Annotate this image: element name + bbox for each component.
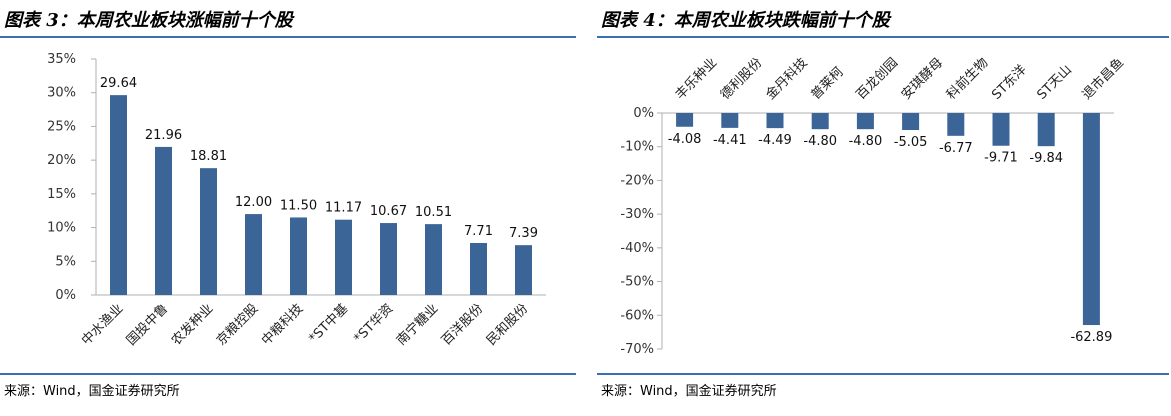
chart-panel-gainers: 图表 3：本周农业板块涨幅前十个股 0% 5% 10% 15% 20% 25% 30% 35%… (0, 0, 578, 416)
x-tick-label: 京粮控股 (214, 301, 261, 348)
figure-title: 图表 3：本周农业板块涨幅前十个股 (4, 10, 293, 31)
bar (811, 113, 829, 130)
x-tick-label: 百洋股份 (439, 301, 486, 348)
y-tick-label: 25% (47, 119, 76, 134)
data-label: -4.08 (668, 132, 702, 147)
figure-title: 图表 4：本周农业板块跌幅前十个股 (601, 10, 890, 31)
bottom-rule (0, 373, 576, 375)
x-tick-label: 普莱柯 (808, 65, 846, 103)
y-tick-label: 5% (55, 254, 76, 269)
top-rule (597, 36, 1169, 38)
data-label: 10.67 (370, 204, 407, 219)
y-tick-label: 20% (47, 153, 76, 168)
data-label: -9.84 (1029, 151, 1063, 166)
source-note: 来源：Wind，国金证券研究所 (601, 384, 777, 399)
data-label: -62.89 (1070, 330, 1112, 345)
bar (245, 214, 262, 295)
data-label: -4.49 (758, 133, 792, 148)
bar (425, 224, 442, 295)
bottom-rule (597, 373, 1169, 375)
x-tick-label: 丰乐种业 (673, 55, 720, 102)
bar (335, 219, 352, 295)
x-tick-label: 百龙创园 (854, 55, 901, 102)
bar (290, 217, 307, 295)
x-tick-label: 中水渔业 (79, 301, 126, 348)
bar (992, 113, 1010, 146)
x-tick-label: 中粮科技 (259, 301, 306, 348)
data-label: 21.96 (145, 128, 182, 143)
data-label: 7.71 (464, 224, 493, 239)
gainers-bar-chart: 0% 5% 10% 15% 20% 25% 30% 35% 29.64 中水渔业 21.96 国投中鲁… (47, 52, 546, 349)
bar (515, 245, 532, 295)
x-tick-label: 南宁糖业 (393, 301, 441, 349)
bar (676, 113, 694, 127)
x-tick-label: 安琪酵母 (899, 55, 946, 102)
x-tick-label: *ST中基 (306, 301, 351, 346)
bar (947, 113, 965, 136)
data-label: -4.80 (849, 134, 883, 149)
y-tick-label: -20% (620, 173, 654, 188)
x-tick-label: 民和股份 (484, 301, 531, 348)
bar (721, 113, 739, 128)
x-tick-label: 退市昌鱼 (1079, 55, 1127, 103)
y-tick-label: 0% (55, 288, 76, 303)
data-label: 10.51 (415, 205, 452, 220)
x-tick-label: *ST华资 (351, 301, 396, 346)
bar (902, 113, 920, 131)
losers-bar-chart: 0% -10% -20% -30% -40% -50% -60% -70% -4.08 丰乐种业 -… (620, 55, 1127, 357)
x-tick-label: 科前生物 (943, 55, 991, 103)
x-tick-label: 德利股份 (718, 55, 765, 102)
data-label: -4.80 (803, 134, 837, 149)
y-tick-label: -70% (620, 342, 654, 357)
chart-panel-losers: 图表 4：本周农业板块跌幅前十个股 0% -10% -20% -30% -40% -50%… (597, 0, 1171, 416)
y-tick-label: -60% (620, 308, 654, 323)
top-rule (0, 36, 576, 38)
bar (1037, 113, 1055, 147)
data-label: 12.00 (235, 195, 272, 210)
data-label: -4.41 (713, 133, 747, 148)
y-tick-label: 30% (47, 86, 76, 101)
y-tick-label: -30% (620, 207, 654, 222)
bar (766, 113, 784, 129)
x-tick-label: 农发种业 (168, 301, 216, 349)
bar (155, 146, 172, 295)
y-tick-label: 0% (633, 106, 654, 121)
x-tick-label: 金丹科技 (763, 55, 811, 103)
data-label: 7.39 (509, 226, 538, 241)
y-tick-label: 35% (47, 52, 76, 67)
y-tick-label: -40% (620, 241, 654, 256)
x-tick-label: ST东洋 (989, 62, 1029, 102)
bar (856, 113, 874, 130)
x-tick-label: ST天山 (1034, 62, 1074, 102)
bar (200, 168, 217, 295)
y-tick-label: -10% (620, 140, 654, 155)
data-label: 18.81 (190, 149, 227, 164)
data-label: -6.77 (939, 141, 973, 156)
bar (110, 95, 127, 295)
bar (1082, 113, 1100, 326)
data-label: 29.64 (100, 76, 137, 91)
data-label: 11.17 (325, 201, 362, 216)
x-tick-label: 国投中鲁 (123, 301, 171, 349)
y-tick-label: 15% (47, 187, 76, 202)
y-tick-label: -50% (620, 275, 654, 290)
source-note: 来源：Wind，国金证券研究所 (4, 384, 180, 399)
bar (380, 223, 397, 295)
data-label: -9.71 (984, 151, 1018, 166)
data-label: 11.50 (280, 198, 317, 213)
data-label: -5.05 (894, 135, 928, 150)
y-tick-label: 10% (47, 221, 76, 236)
bar (470, 243, 487, 295)
